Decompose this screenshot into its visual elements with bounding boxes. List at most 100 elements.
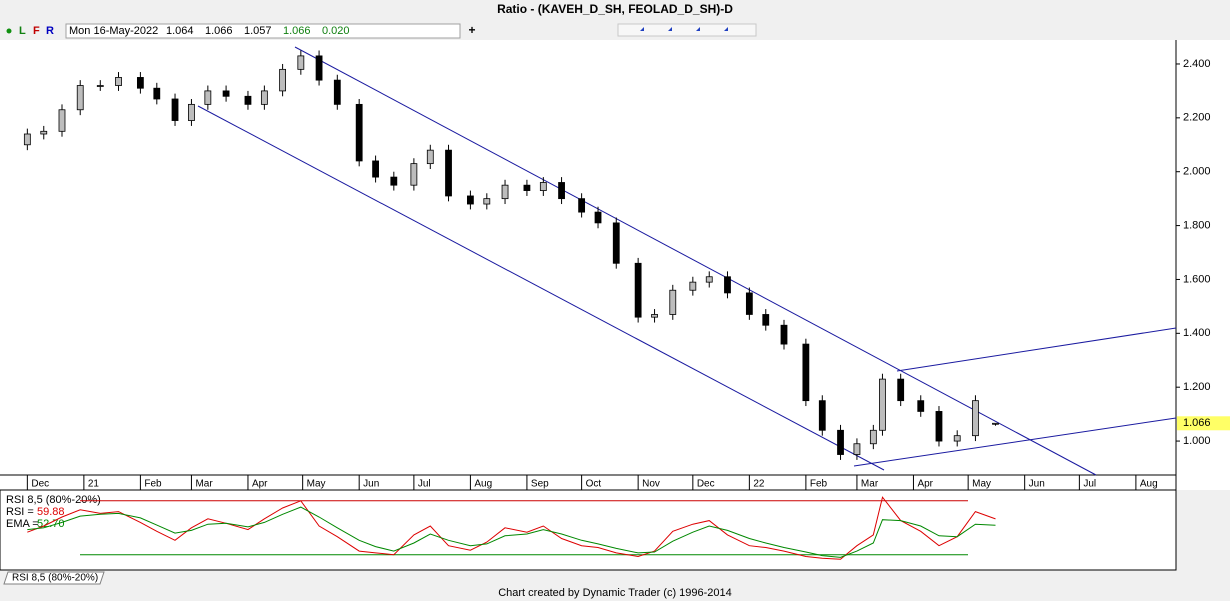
candle-body bbox=[745, 292, 753, 315]
x-tick-label: Mar bbox=[195, 479, 213, 490]
candle-body bbox=[594, 211, 602, 224]
candle-body bbox=[539, 182, 547, 191]
y-tick-label: 1.000 bbox=[1183, 435, 1211, 447]
toolbar-button[interactable]: R bbox=[46, 25, 54, 37]
legend-value: 52.70 bbox=[37, 518, 65, 530]
candle-body bbox=[558, 182, 565, 200]
x-tick-label: Dec bbox=[31, 479, 49, 490]
status-dot bbox=[6, 28, 12, 34]
rsi-panel bbox=[0, 489, 1177, 571]
x-tick-label: Nov bbox=[642, 479, 660, 490]
title-bar bbox=[0, 0, 1230, 21]
candle-body bbox=[96, 85, 104, 87]
x-tick-label: Jun bbox=[1029, 479, 1045, 490]
candle-body bbox=[853, 443, 861, 455]
info-date: Mon 16-May-2022 bbox=[69, 25, 158, 37]
tool-icons bbox=[640, 27, 728, 31]
info-low: 1.057 bbox=[244, 25, 272, 37]
candle-body bbox=[355, 103, 363, 162]
candle-body bbox=[222, 90, 230, 97]
x-tick-label: Apr bbox=[917, 479, 933, 490]
candle-body bbox=[445, 149, 452, 197]
candle-body bbox=[315, 55, 323, 81]
y-tick-label: 1.800 bbox=[1183, 219, 1211, 231]
x-tick-label: Feb bbox=[144, 479, 162, 490]
candle-body bbox=[724, 276, 731, 294]
candle-body bbox=[23, 133, 31, 146]
candle-body bbox=[689, 281, 697, 291]
toolbar-button[interactable]: F bbox=[33, 25, 40, 37]
info-close: 1.066 bbox=[283, 25, 311, 37]
candle-body bbox=[669, 289, 677, 315]
info-open: 1.064 bbox=[166, 25, 194, 37]
candle-body bbox=[76, 85, 84, 111]
candle-body bbox=[523, 184, 531, 191]
candle-body bbox=[780, 324, 788, 345]
add-button[interactable]: + bbox=[468, 23, 475, 37]
info-high: 1.066 bbox=[205, 25, 233, 37]
legend-label: RSI = bbox=[6, 506, 34, 518]
candle-body bbox=[972, 400, 979, 437]
footer: Chart created by Dynamic Trader (c) 1996… bbox=[498, 587, 732, 599]
tool-strip bbox=[617, 23, 757, 37]
candle-body bbox=[115, 77, 122, 86]
candle-body bbox=[705, 276, 713, 283]
main-panel bbox=[0, 40, 1230, 490]
candle-body bbox=[935, 411, 943, 442]
candle-body bbox=[837, 429, 844, 455]
info-box bbox=[65, 23, 461, 39]
candle-body bbox=[171, 98, 179, 121]
candle-body bbox=[483, 198, 491, 205]
candle-body bbox=[279, 68, 287, 92]
x-tick-label: Apr bbox=[252, 479, 268, 490]
candle-body bbox=[578, 198, 586, 213]
candle-body bbox=[992, 422, 999, 425]
candle-body bbox=[333, 79, 341, 105]
x-tick-label: Jun bbox=[363, 479, 379, 490]
candle-body bbox=[204, 90, 212, 105]
candle-body bbox=[372, 160, 379, 178]
candle-body bbox=[136, 77, 144, 89]
candle-body bbox=[501, 184, 509, 200]
legend-label: EMA = bbox=[6, 518, 39, 530]
y-tick-label: 2.000 bbox=[1183, 166, 1211, 178]
x-tick-label: Sep bbox=[531, 479, 549, 490]
candle-body bbox=[869, 429, 877, 445]
x-tick-label: May bbox=[972, 479, 991, 490]
y-tick-label: 1.200 bbox=[1183, 381, 1211, 393]
x-tick-label: Jul bbox=[418, 479, 431, 490]
candle-body bbox=[897, 378, 905, 402]
panel-tab[interactable] bbox=[3, 571, 105, 585]
x-tick-label: Aug bbox=[474, 479, 492, 490]
candle-body bbox=[651, 314, 658, 318]
info-change: 0.020 bbox=[322, 25, 350, 37]
candle-body bbox=[244, 95, 252, 105]
x-tick-label: Mar bbox=[861, 479, 879, 490]
rsi-title: RSI 8,5 (80%-20%) bbox=[6, 494, 101, 506]
candle-body bbox=[612, 222, 620, 264]
candle-body bbox=[297, 55, 305, 70]
price-tag-label: 1.066 bbox=[1183, 417, 1211, 429]
candle-body bbox=[188, 103, 195, 121]
candle-body bbox=[153, 87, 161, 100]
candle-body bbox=[917, 400, 925, 412]
candle-body bbox=[390, 176, 398, 186]
x-tick-label: 22 bbox=[753, 479, 765, 490]
candle-body bbox=[40, 130, 48, 135]
trend-lines bbox=[197, 46, 1177, 476]
x-tick-label: Dec bbox=[697, 479, 715, 490]
x-tick-label: Jul bbox=[1083, 479, 1096, 490]
candle-body bbox=[634, 262, 642, 318]
indicator-line bbox=[27, 506, 996, 558]
y-tick-label: 1.400 bbox=[1183, 327, 1211, 339]
price-tag bbox=[1177, 416, 1230, 431]
x-tick-label: Aug bbox=[1140, 479, 1158, 490]
y-tick-label: 2.400 bbox=[1183, 58, 1211, 70]
candle-body bbox=[426, 149, 434, 165]
toolbar-button[interactable]: L bbox=[19, 25, 26, 37]
candle-body bbox=[818, 400, 826, 431]
tab-label[interactable]: RSI 8,5 (80%-20%) bbox=[12, 573, 98, 584]
legend-value: 59.88 bbox=[37, 506, 65, 518]
